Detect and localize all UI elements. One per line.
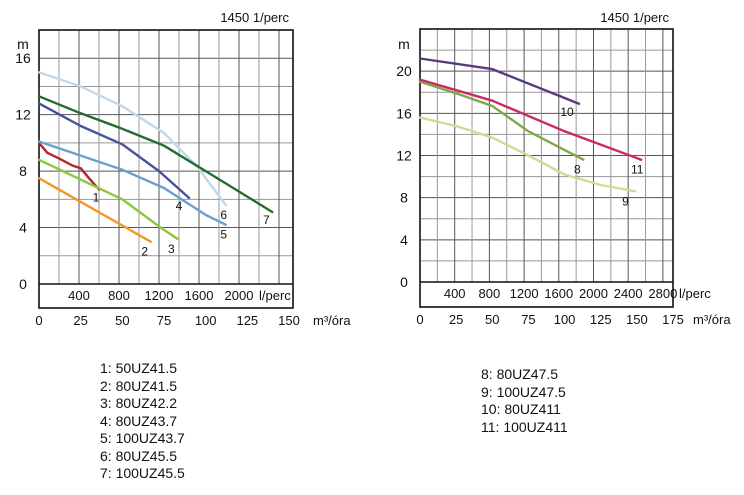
plot-frame (38, 29, 294, 309)
x-tick-label: 25 (449, 312, 463, 327)
y-tick-label: 8 (400, 190, 408, 206)
series-line-5 (37, 140, 227, 226)
x2-tick-label: 800 (108, 288, 130, 303)
legend-item: 7: 100UZ45.5 (100, 465, 185, 481)
x-tick-label: 100 (195, 313, 217, 328)
y-tick-label: 12 (396, 148, 412, 164)
x2-tick-label: 400 (68, 288, 90, 303)
x2-tick-label: 1600 (544, 286, 573, 301)
x2-tick-label: 2000 (579, 286, 608, 301)
series-label-2: 2 (141, 245, 148, 259)
legend-item: 9: 100UZ47.5 (481, 383, 566, 400)
series-label-6: 6 (220, 208, 227, 222)
chart-1 (37, 29, 294, 309)
x-tick-label: 100 (554, 312, 576, 327)
x-tick-label: 50 (115, 313, 129, 328)
legend-item: 5: 100UZ43.7 (100, 430, 185, 446)
y-tick-label: 8 (19, 163, 27, 179)
x2-tick-label: 2400 (614, 286, 643, 301)
x-axis-label: m³/óra (693, 312, 731, 327)
chart-title: 1450 1/perc (600, 10, 669, 25)
y-tick-label: 12 (15, 107, 31, 123)
y-tick-label: 4 (400, 232, 408, 248)
x2-tick-label: 2800 (648, 286, 677, 301)
x2-tick-label: 800 (479, 286, 501, 301)
legend-right: 8: 80UZ47.5 9: 100UZ47.5 10: 80UZ411 11:… (481, 366, 568, 436)
x-tick-label: 125 (590, 312, 612, 327)
x2-tick-label: 2000 (225, 288, 254, 303)
y-tick-label: 20 (396, 63, 412, 79)
x2-tick-label: 400 (444, 286, 466, 301)
legend-item: 1: 50UZ41.5 (100, 360, 178, 376)
series-line-6 (37, 71, 227, 207)
legend-item: 4: 80UZ43.7 (100, 412, 178, 429)
series-line-10 (418, 57, 581, 106)
series-label-7: 7 (263, 213, 270, 227)
y-axis-label: m (17, 36, 29, 52)
legend-item: 8: 80UZ47.5 (481, 366, 559, 382)
legend-item: 10: 80UZ411 (481, 401, 561, 417)
x-tick-label: 150 (626, 312, 648, 327)
y-tick-label: 0 (400, 274, 408, 290)
series-label-11: 11 (631, 163, 644, 177)
x-tick-label: 75 (157, 313, 171, 328)
x-axis-label: m³/óra (313, 313, 351, 328)
plot-frame (419, 28, 674, 308)
y-tick-label: 4 (19, 220, 27, 236)
series-label-10: 10 (560, 105, 574, 119)
series-line-4 (37, 102, 191, 200)
series-line-3 (37, 158, 179, 241)
series-label-9: 9 (622, 194, 629, 208)
series-line-7 (37, 95, 274, 214)
series-line-9 (418, 116, 637, 193)
x-tick-label: 0 (416, 312, 423, 327)
y-tick-label: 16 (396, 105, 412, 121)
x-tick-label: 175 (662, 312, 684, 327)
legend-item: 6: 80UZ45.5 (100, 447, 178, 464)
x-tick-label: 25 (73, 313, 87, 328)
x2-tick-label: 1200 (145, 288, 174, 303)
series-label-3: 3 (168, 242, 175, 256)
series-line-2 (37, 176, 152, 243)
x2-axis-label: l/perc (679, 286, 711, 301)
series-line-11 (418, 78, 643, 161)
x2-tick-label: 1600 (185, 288, 214, 303)
legend-item: 2: 80UZ41.5 (100, 377, 178, 394)
chart-2 (418, 28, 674, 308)
x-tick-label: 75 (521, 312, 535, 327)
series-line-8 (418, 80, 585, 161)
x2-tick-label: 1200 (510, 286, 539, 301)
chart-title: 1450 1/perc (220, 10, 289, 25)
legend-item: 3: 80UZ42.2 (100, 395, 178, 411)
x-tick-label: 0 (35, 313, 42, 328)
series-label-5: 5 (220, 228, 227, 242)
x-tick-label: 125 (236, 313, 258, 328)
x2-axis-label: l/perc (259, 288, 291, 303)
series-label-1: 1 (93, 190, 100, 204)
series-line-1 (37, 141, 101, 191)
series-label-8: 8 (574, 163, 581, 177)
series-label-4: 4 (176, 199, 183, 213)
legend-item: 11: 100UZ411 (481, 418, 568, 435)
legend-left: 1: 50UZ41.5 2: 80UZ41.5 3: 80UZ42.2 4: 8… (100, 360, 185, 483)
x-tick-label: 50 (485, 312, 499, 327)
y-axis-label: m (398, 36, 410, 52)
y-tick-label: 16 (15, 50, 31, 66)
x-tick-label: 150 (278, 313, 300, 328)
y-tick-label: 0 (19, 276, 27, 292)
